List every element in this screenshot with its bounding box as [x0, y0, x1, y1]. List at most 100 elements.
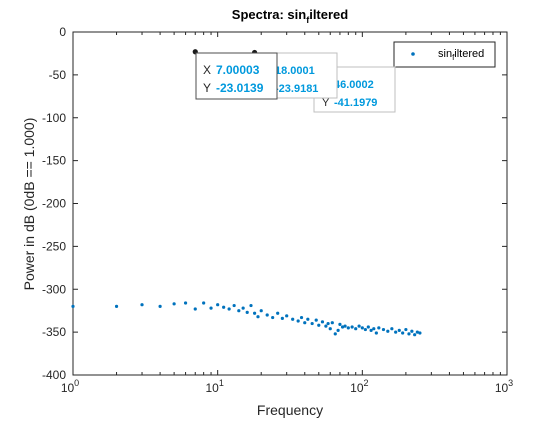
legend-label-rest: iltered [454, 48, 484, 60]
datatip-1-x-key: X [203, 63, 211, 77]
data-point [333, 332, 337, 336]
y-tick-label: 0 [59, 25, 66, 39]
data-point [271, 315, 275, 320]
data-point [374, 331, 378, 335]
y-tick-label: -150 [42, 154, 66, 168]
data-point [346, 326, 350, 330]
y-axis-label: Power in dB (0dB == 1.000) [21, 118, 37, 291]
data-point [280, 316, 284, 320]
data-point [394, 330, 398, 334]
data-point [381, 327, 386, 332]
data-point [303, 321, 307, 325]
x-tick-label-exponent: 3 [508, 378, 513, 388]
chart-title-rest: iltered [309, 7, 348, 22]
data-point [241, 306, 245, 310]
data-point [343, 324, 347, 328]
x-tick-label: 103 [495, 378, 513, 395]
data-point [340, 325, 345, 329]
data-point [310, 321, 314, 326]
data-point [377, 326, 381, 330]
data-point [404, 327, 408, 332]
legend-label: sinfiltered [438, 48, 484, 62]
data-point [386, 329, 390, 333]
data-point [276, 311, 280, 315]
y-tick-label: -300 [42, 282, 66, 296]
data-point [320, 320, 325, 324]
legend[interactable]: sinfiltered [393, 41, 496, 68]
data-point [397, 328, 401, 333]
y-tick-label: -350 [42, 325, 66, 339]
y-tick-label: -100 [42, 111, 66, 125]
datatip-1-box [195, 52, 278, 100]
chart-title-main: Spectra: sin [232, 7, 306, 22]
data-point [183, 301, 188, 305]
datatip-1-x-value: 7.00003 [216, 63, 260, 77]
data-point [413, 333, 417, 337]
data-point [369, 328, 373, 333]
data-point [314, 318, 318, 322]
data-point [232, 303, 236, 308]
x-tick-label-base: 10 [495, 381, 509, 395]
datatip-1-y-key: Y [203, 81, 211, 95]
x-axis-ticks: 100 101 102 103 [61, 32, 513, 395]
data-point [202, 301, 206, 305]
x-tick-label: 100 [61, 378, 79, 395]
data-point [350, 325, 354, 329]
datatip-1[interactable]: X 7.00003 Y -23.0139 [195, 52, 278, 100]
data-point [227, 307, 231, 311]
y-tick-label: -50 [49, 68, 67, 82]
data-point [354, 327, 358, 331]
datatip-3-y-value: -41.1979 [334, 97, 377, 109]
data-point [158, 304, 162, 308]
data-point [338, 322, 342, 327]
chart-title-subscript: f [306, 15, 310, 25]
data-point [216, 303, 220, 307]
data-point [209, 306, 213, 310]
chart-title: Spectra: sinfiltered [232, 7, 348, 25]
data-point [317, 323, 321, 327]
x-tick-label-base: 10 [350, 381, 364, 395]
data-point [324, 324, 328, 328]
legend-marker [411, 52, 415, 56]
legend-label-subscript: f [452, 53, 455, 62]
y-tick-label: -250 [42, 239, 66, 253]
data-point [390, 327, 394, 331]
x-tick-label: 102 [350, 378, 368, 395]
data-point [291, 317, 295, 321]
y-axis-ticks: 0 -50 -100 -150 -200 -250 -300 -350 -400 [42, 25, 507, 382]
series-points [71, 301, 422, 337]
datatip-3-y-key: Y [322, 97, 330, 109]
y-tick-label: -200 [42, 197, 66, 211]
data-point [285, 314, 289, 318]
data-point [296, 319, 300, 323]
x-tick-label: 101 [205, 378, 223, 395]
data-point [193, 307, 197, 311]
data-point [410, 329, 414, 333]
data-point [71, 304, 75, 308]
data-point [299, 315, 304, 320]
data-point [222, 305, 226, 309]
data-point [265, 313, 269, 317]
data-point [249, 303, 253, 308]
data-point [418, 331, 422, 335]
x-axis-label: Frequency [257, 402, 323, 418]
data-point [363, 327, 367, 332]
data-point [140, 303, 144, 307]
x-tick-label-base: 10 [205, 381, 219, 395]
data-point [401, 331, 405, 335]
data-point [306, 317, 310, 321]
data-point [172, 302, 176, 306]
x-tick-label-exponent: 0 [74, 378, 79, 388]
data-point [256, 315, 260, 319]
data-point [415, 330, 419, 334]
data-point [237, 309, 241, 313]
data-point [336, 328, 340, 333]
data-point [259, 309, 263, 313]
y-tick-label: -400 [42, 368, 66, 382]
data-point [114, 304, 119, 308]
datatip-1-y-value: -23.0139 [216, 81, 264, 95]
data-point [326, 321, 330, 326]
data-point [328, 327, 332, 331]
